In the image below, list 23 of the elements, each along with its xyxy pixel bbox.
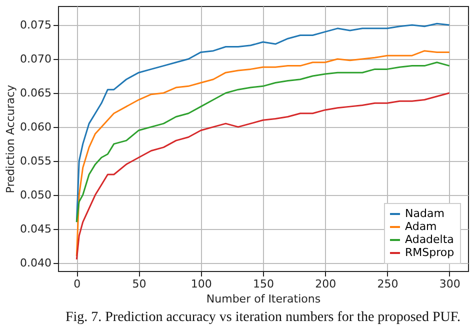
y-tick-label: 0.050 bbox=[20, 188, 52, 202]
y-tick-label: 0.055 bbox=[20, 154, 52, 168]
y-tick-label: 0.075 bbox=[20, 18, 52, 32]
x-tick-label: 250 bbox=[377, 278, 398, 290]
legend-label: Nadam bbox=[405, 207, 444, 220]
y-tick-label: 0.065 bbox=[20, 86, 52, 100]
caption: Fig. 7. Prediction accuracy vs iteration numbers for the proposed PUF. bbox=[65, 310, 461, 325]
x-tick-label: 100 bbox=[190, 278, 212, 290]
y-tick-label: 0.060 bbox=[20, 120, 52, 134]
x-axis-title: Number of Iterations bbox=[206, 292, 321, 306]
y-axis-title: Prediction Accuracy bbox=[4, 84, 18, 194]
legend-label: RMSprop bbox=[405, 246, 454, 259]
legend-label: Adadelta bbox=[405, 233, 454, 246]
x-tick-label: 200 bbox=[315, 278, 336, 290]
y-tick-label: 0.070 bbox=[20, 52, 52, 66]
x-tick-label: 150 bbox=[253, 278, 274, 290]
y-tick-label: 0.045 bbox=[20, 222, 52, 236]
x-tick-label: 300 bbox=[439, 278, 460, 290]
legend-label: Adam bbox=[405, 220, 437, 233]
x-tick-label: 0 bbox=[74, 278, 81, 290]
x-tick-label: 50 bbox=[132, 278, 146, 290]
line-series bbox=[76, 62, 450, 223]
y-tick-label: 0.040 bbox=[20, 256, 52, 270]
